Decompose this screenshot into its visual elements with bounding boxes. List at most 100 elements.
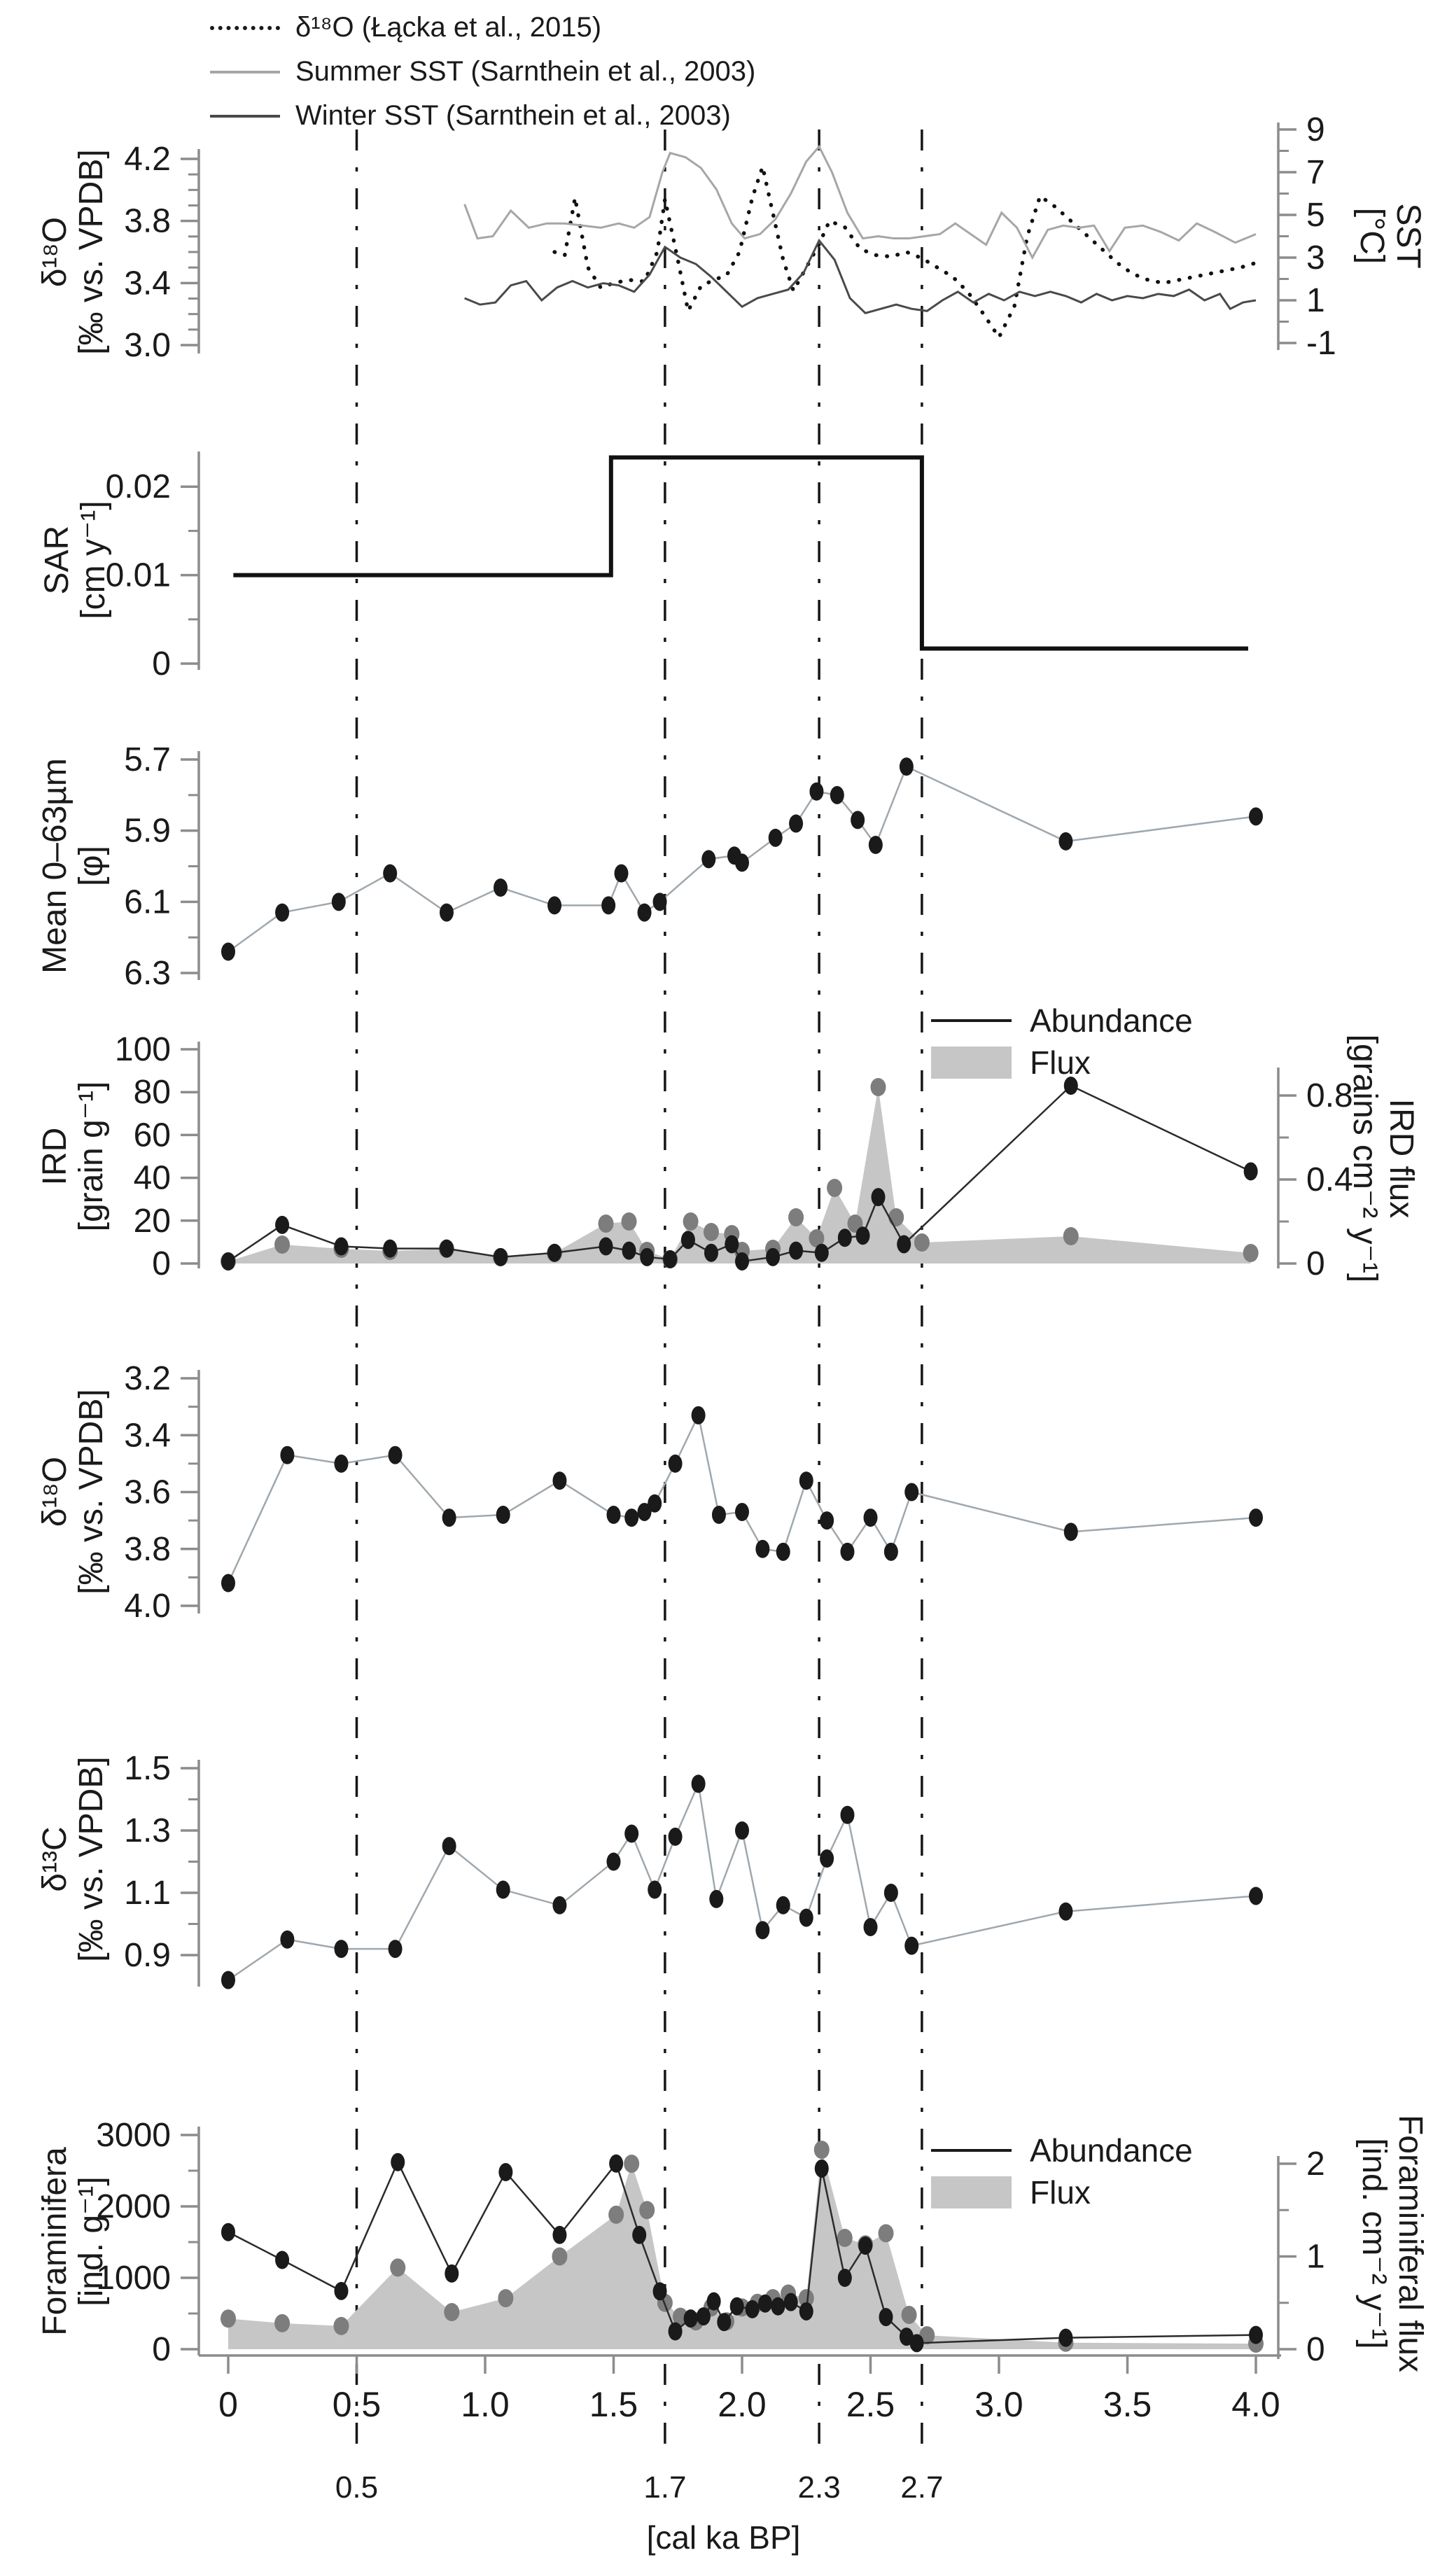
tick-label: 0.01 [106,557,171,594]
tick-label: 6.1 [124,883,171,920]
right-axis: 9 7 5 3 1 -1 [1277,111,1336,362]
tick-label: 0.4 [1306,1161,1353,1198]
summer-line-swatch [210,70,280,74]
legend-ird: Abundance Flux [931,1000,1193,1084]
panel-mean-grain-size: 5.7 5.9 6.1 6.3 [124,741,1263,992]
tick-label: 1.5 [124,1750,171,1787]
x-tick-label: 0.5 [333,2385,382,2424]
panel-foraminifera: 3000 2000 1000 0 2 1 0 [96,2117,1324,2368]
x-tick-label: 3.5 [1103,2385,1152,2424]
tick-label: 40 [134,1160,171,1197]
tick-label: 80 [134,1074,171,1111]
legend-item-d18o: δ¹⁸O (Łącka et al., 2015) [210,6,755,50]
axis-title-sar: SAR [cm y⁻¹] [39,500,112,620]
axis-title-mean-grain: Mean 0–63µm [φ] [36,758,110,974]
tick-label: 2000 [96,2188,171,2225]
axis-title-foraminifera: Foraminifera [ind. g⁻¹] [36,2147,110,2336]
event-label: 1.7 [643,2470,686,2505]
right-axis: 2 1 0 [1277,2146,1325,2368]
tick-label: 3.6 [124,1474,171,1511]
tick-label: 1 [1306,282,1325,319]
tick-label: 5.7 [124,741,171,778]
legend-item-abundance: Abundance [931,2129,1193,2171]
series-markers [221,1774,1263,1989]
tick-label: 1 [1306,2239,1325,2276]
legend-label: Winter SST (Sarnthein et al., 2003) [295,100,731,131]
x-axis: 0 0.5 1.0 1.5 2.0 2.5 3.0 3.5 4.0 0.5 1.7 2.3 2.7 [199,2354,1281,2505]
dotted-line-swatch [210,25,280,30]
tick-label: 3.2 [124,1360,171,1397]
left-axis: 100 80 60 40 20 0 [115,1031,200,1282]
axis-title-foram-flux: Foraminiferal flux [ind. cm⁻² y⁻¹] [1355,2114,1429,2373]
tick-label: 1.1 [124,1875,171,1912]
tick-label: 7 [1306,154,1325,191]
tick-label: 3 [1306,239,1325,276]
tick-label: 2 [1306,2146,1325,2183]
tick-label: 60 [134,1116,171,1154]
legend-item-abundance: Abundance [931,1000,1193,1042]
event-label: 2.3 [798,2470,841,2505]
tick-label: 0.9 [124,1937,171,1974]
left-axis: 3.2 3.4 3.6 3.8 4.0 [124,1360,200,1625]
tick-label: 0 [152,1245,171,1282]
tick-label: 5.9 [124,813,171,850]
tick-label: 3.0 [124,327,171,364]
series-step [233,455,1248,651]
tick-label: 0 [1306,2331,1325,2368]
series-markers [221,1406,1263,1592]
tick-label: 0.02 [106,468,171,505]
panel-d13c: 1.5 1.3 1.1 0.9 [124,1750,1263,1989]
legend-item-flux: Flux [931,1042,1193,1084]
tick-label: 20 [134,1203,171,1240]
tick-label: 5 [1306,197,1325,234]
legend-label: Summer SST (Sarnthein et al., 2003) [295,56,756,87]
series-markers [221,1077,1258,1270]
series-dotted [552,159,1258,342]
series-line [464,238,1257,314]
tick-label: 3.4 [124,265,171,302]
axis-title-d18o-bottom: δ¹⁸O [‰ vs. VPDB] [36,1389,110,1595]
x-tick-label: 4.0 [1231,2385,1280,2424]
legend-item-winter-sst: Winter SST (Sarnthein et al., 2003) [210,94,755,138]
left-axis: 5.7 5.9 6.1 6.3 [124,741,200,992]
axis-title-sst: SST [°C] [1353,203,1427,269]
panel-d18o-sst: 4.2 3.8 3.4 3.0 9 7 5 3 1 -1 [124,111,1336,364]
tick-label: 9 [1306,111,1325,148]
tick-label: 3000 [96,2117,171,2154]
x-tick-label: 1.5 [589,2385,638,2424]
tick-label: 3.4 [124,1417,171,1454]
tick-label: 3.8 [124,203,171,240]
tick-label: 1.3 [124,1812,171,1849]
panel-sar: 0.02 0.01 0 [106,451,1248,682]
tick-label: 3.8 [124,1531,171,1568]
line-swatch [931,2149,1012,2152]
x-tick-label: 1.0 [461,2385,510,2424]
legend-top: δ¹⁸O (Łącka et al., 2015) Summer SST (Sa… [210,6,755,138]
left-axis: 3000 2000 1000 0 [96,2117,200,2368]
series-line [463,144,1257,260]
left-axis: 0.02 0.01 0 [106,451,200,682]
x-tick-label: 2.5 [846,2385,895,2424]
axis-title-d13c: δ¹³C [‰ vs. VPDB] [36,1756,110,1962]
tick-label: 0 [152,645,171,682]
left-axis: 1.5 1.3 1.1 0.9 [124,1750,200,1987]
legend-item-flux: Flux [931,2171,1193,2213]
tick-label: 6.3 [124,955,171,992]
left-axis: 4.2 3.8 3.4 3.0 [124,141,200,364]
tick-label: 0 [1306,1245,1325,1282]
area-swatch [931,1046,1012,1079]
tick-label: 1000 [96,2260,171,2297]
event-label: 0.5 [335,2470,378,2505]
axis-title-ird-flux: IRD flux [grains cm⁻² y⁻¹] [1346,1034,1420,1283]
series-markers [221,2152,1263,2353]
tick-label: -1 [1306,325,1336,362]
winter-line-swatch [210,114,280,118]
x-tick-label: 2.0 [718,2385,767,2424]
legend-label: δ¹⁸O (Łącka et al., 2015) [295,12,602,43]
right-axis: 0.8 0.4 0 [1277,1068,1353,1282]
axis-title-ird: IRD [grain g⁻¹] [36,1081,110,1232]
event-label: 2.7 [900,2470,943,2505]
event-lines [355,130,923,2460]
area-swatch [931,2176,1012,2208]
